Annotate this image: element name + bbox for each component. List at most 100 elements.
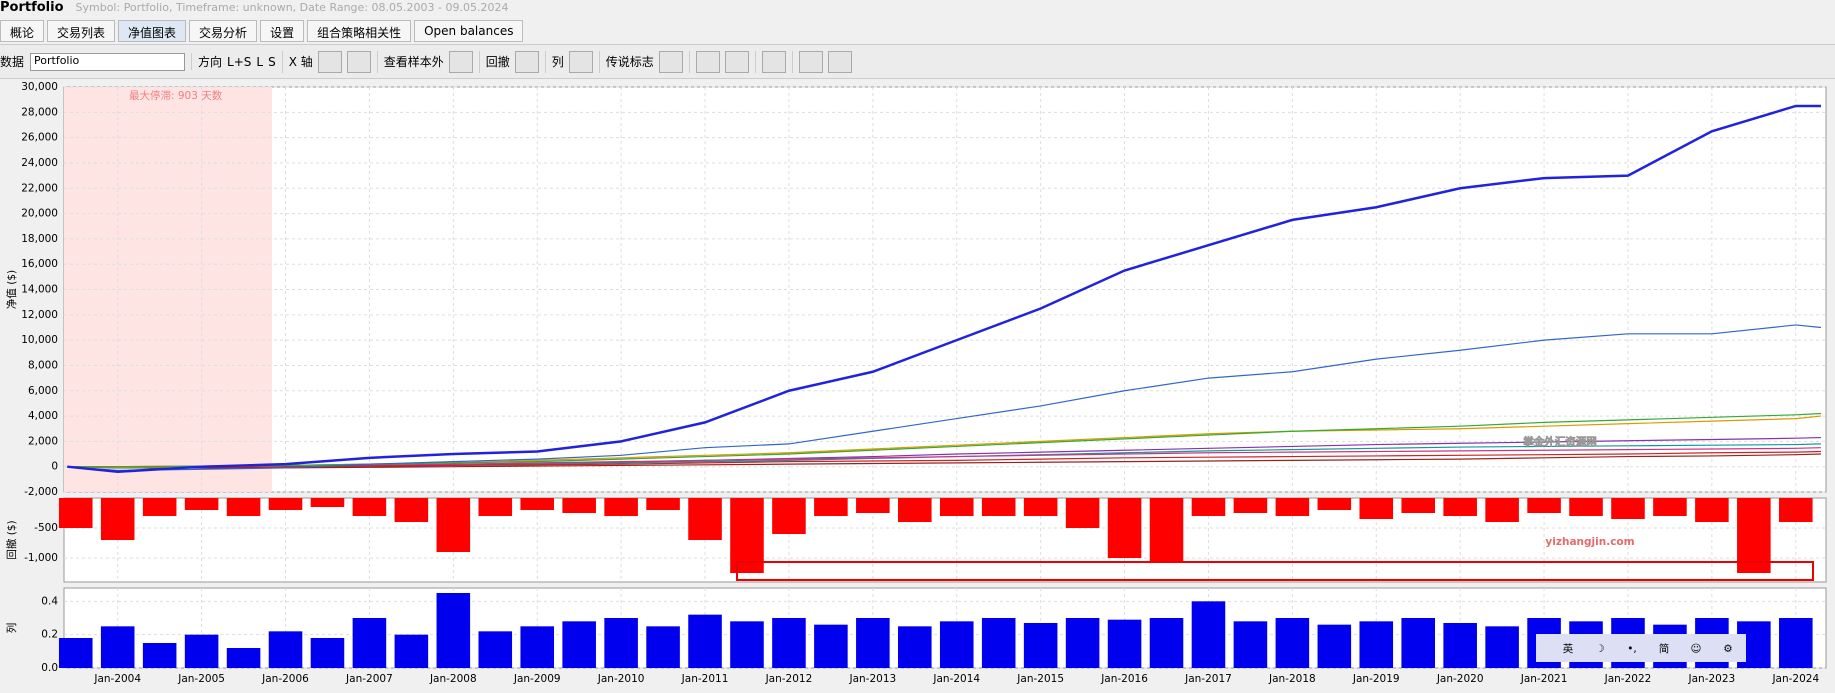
ime-item: •, bbox=[1627, 643, 1637, 655]
label: 查看样本外 bbox=[383, 55, 444, 69]
y-tick-label: 8,000 bbox=[28, 359, 58, 371]
x-tick-label: Jan-2024 bbox=[1771, 673, 1819, 685]
tab[interactable]: 交易列表 bbox=[47, 20, 116, 42]
charts: 最大停滞: 903 天数 -2,000 0 2,000 4,000 6,000 8,000 1… bbox=[5, 81, 1827, 685]
tabs: 概论 交易列表 净值图表 交易分析 设置 组合策略相关性 Open balanc… bbox=[0, 20, 524, 42]
group bbox=[791, 50, 852, 73]
bar bbox=[1359, 498, 1394, 519]
x-tick-label: Jan-2008 bbox=[429, 673, 477, 685]
x-tick-label: Jan-2022 bbox=[1604, 673, 1652, 685]
icon[interactable] bbox=[827, 50, 852, 73]
x-tick-label: Jan-2014 bbox=[932, 673, 980, 685]
bar bbox=[772, 618, 806, 668]
bar bbox=[814, 498, 848, 516]
bar bbox=[478, 498, 513, 516]
bar bbox=[436, 498, 471, 552]
bar bbox=[1611, 498, 1645, 519]
x-tick-label: Jan-2004 bbox=[93, 673, 141, 685]
y-tick-label: 0 bbox=[51, 461, 58, 473]
label: 回撤 bbox=[485, 55, 510, 69]
bar bbox=[562, 498, 596, 513]
plot-area bbox=[63, 86, 1827, 493]
icon[interactable] bbox=[448, 50, 473, 73]
y-tick-label: -500 bbox=[34, 522, 58, 534]
bar bbox=[604, 618, 638, 668]
y-tick-label: 22,000 bbox=[21, 182, 58, 194]
ime-bar bbox=[1536, 634, 1746, 662]
group: 查看样本外 bbox=[376, 50, 473, 73]
icon[interactable] bbox=[798, 50, 823, 73]
y-tick-label: 0.0 bbox=[41, 662, 58, 674]
bar bbox=[1233, 498, 1268, 513]
y-tick-label: 30,000 bbox=[21, 81, 58, 93]
y-tick-label: 4,000 bbox=[28, 410, 58, 422]
bar bbox=[1023, 498, 1058, 516]
bar bbox=[562, 621, 596, 668]
bar bbox=[1401, 498, 1436, 513]
window-subtitle: Symbol: Portfolio, Timeframe: unknown, D… bbox=[75, 1, 509, 14]
button[interactable]: L bbox=[256, 54, 264, 69]
button[interactable]: S bbox=[268, 54, 276, 69]
x-tick-label: Jan-2005 bbox=[177, 673, 225, 685]
y-axis-label: 净值 ($) bbox=[5, 270, 18, 309]
y-tick-label: 28,000 bbox=[21, 106, 58, 118]
y-tick-label: 2,000 bbox=[28, 435, 58, 447]
tab[interactable]: 组合策略相关性 bbox=[307, 20, 412, 42]
bar bbox=[352, 618, 387, 668]
icon[interactable] bbox=[695, 50, 720, 73]
dropdown[interactable]: Portfolio bbox=[30, 52, 186, 71]
bar bbox=[898, 498, 932, 522]
icon[interactable] bbox=[568, 50, 593, 73]
group: 传说标志 bbox=[598, 50, 683, 73]
tab[interactable]: 概论 bbox=[0, 20, 45, 42]
bar bbox=[226, 648, 261, 668]
x-tick-label: Jan-2021 bbox=[1520, 673, 1568, 685]
y-tick-label: -2,000 bbox=[24, 486, 58, 498]
group: 列 bbox=[544, 50, 593, 73]
icon[interactable] bbox=[761, 50, 786, 73]
bar bbox=[1065, 498, 1100, 528]
icon[interactable] bbox=[658, 50, 683, 73]
y-tick-label: 14,000 bbox=[21, 284, 58, 296]
bar bbox=[1065, 618, 1100, 668]
bar bbox=[520, 626, 555, 668]
bar bbox=[1779, 498, 1813, 522]
x-tick-label: Jan-2010 bbox=[597, 673, 645, 685]
tab[interactable]: 交易分析 bbox=[189, 20, 258, 42]
equity-line bbox=[67, 453, 1821, 469]
x-tick-label: Jan-2012 bbox=[765, 673, 813, 685]
bar bbox=[520, 498, 555, 510]
icon[interactable] bbox=[724, 50, 749, 73]
bar bbox=[1191, 601, 1226, 668]
tab[interactable]: 设置 bbox=[260, 20, 305, 42]
y-tick-label: 10,000 bbox=[21, 334, 58, 346]
watermark: yizhangjin.com bbox=[1545, 536, 1634, 548]
bar bbox=[939, 621, 974, 668]
equity-line bbox=[67, 324, 1822, 472]
icon[interactable] bbox=[346, 50, 371, 73]
tab[interactable]: 净值图表 bbox=[118, 20, 187, 42]
bar bbox=[394, 498, 429, 522]
ime-item: ⚙ bbox=[1723, 643, 1732, 655]
bar bbox=[1359, 621, 1394, 668]
label: 数据 bbox=[0, 55, 25, 69]
x-tick-label: Jan-2019 bbox=[1352, 673, 1400, 685]
bar bbox=[1275, 498, 1310, 516]
bar bbox=[730, 498, 764, 573]
bar bbox=[394, 634, 429, 668]
highlight-box bbox=[736, 561, 1814, 581]
x-tick-label: Jan-2018 bbox=[1268, 673, 1316, 685]
group bbox=[754, 50, 786, 73]
button[interactable]: L+S bbox=[227, 54, 252, 69]
bar bbox=[688, 614, 722, 668]
x-tick-label: Jan-2009 bbox=[513, 673, 561, 685]
tab[interactable]: Open balances bbox=[414, 20, 524, 42]
icon[interactable] bbox=[317, 50, 342, 73]
x-tick-label: Jan-2020 bbox=[1436, 673, 1484, 685]
bar bbox=[1653, 498, 1687, 516]
bar bbox=[184, 498, 219, 510]
bar bbox=[226, 498, 261, 516]
toolbar: 数据 Portfolio 方向 L+S L S X 轴 查看样本外 回撤 列 传… bbox=[0, 44, 1835, 79]
bar bbox=[100, 498, 135, 540]
icon[interactable] bbox=[514, 50, 539, 73]
